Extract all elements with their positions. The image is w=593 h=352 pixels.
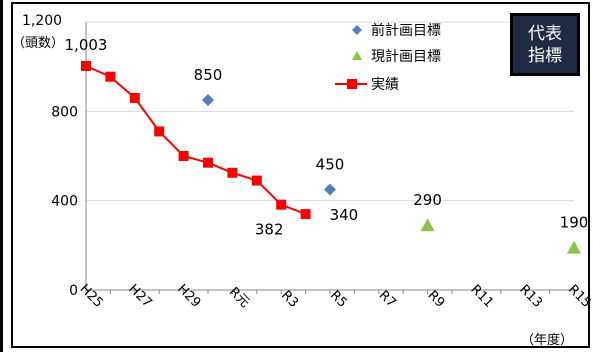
data-label-prev-target: 850 (194, 66, 223, 84)
legend-marker-actual (347, 79, 357, 89)
data-point-actual (81, 60, 91, 71)
data-point-actual (251, 175, 262, 186)
x-tick-label: R15 (565, 282, 593, 311)
legend-label: 実績 (371, 77, 399, 93)
data-point-actual (300, 209, 311, 220)
data-point-actual (203, 157, 213, 168)
x-tick-label: H29 (174, 282, 203, 311)
x-axis-unit: （年度） (521, 332, 573, 348)
x-tick-label: R13 (516, 282, 545, 311)
x-tick-label: H27 (125, 282, 154, 311)
data-label-actual: 382 (255, 221, 284, 239)
data-point-actual (276, 199, 287, 210)
data-point-actual (129, 92, 140, 103)
y-tick-label: 0 (69, 283, 78, 299)
y-tick-label: 800 (51, 104, 78, 120)
x-tick-label: R11 (467, 282, 496, 311)
x-tick-label: H25 (77, 282, 106, 311)
data-label-current-target: 290 (413, 191, 442, 209)
data-label-actual: 1,003 (65, 36, 108, 54)
y-axis-top-label: 1,200 (22, 13, 62, 29)
legend-label: 前計画目標 (371, 22, 441, 39)
y-axis-unit: （頭数） (12, 36, 64, 51)
y-tick-label: 400 (51, 194, 78, 210)
x-tick-label: R元 (226, 285, 252, 311)
badge-line-2: 指標 (528, 45, 562, 66)
data-point-actual (227, 167, 238, 178)
data-point-current-target (420, 218, 435, 232)
data-point-actual (154, 126, 165, 137)
data-label-prev-target: 450 (316, 156, 345, 174)
data-point-prev-target (324, 183, 336, 196)
data-point-prev-target (202, 94, 214, 107)
data-label-actual: 340 (330, 206, 359, 224)
representative-indicator-badge: 代表 指標 (510, 13, 580, 76)
data-point-actual (105, 71, 116, 82)
series-line-actual (85, 65, 306, 216)
data-label-current-target: 190 (560, 214, 589, 232)
legend-label: 現計画目標 (371, 49, 441, 65)
badge-line-1: 代表 (528, 23, 562, 44)
data-point-actual (178, 151, 189, 161)
data-point-current-target (567, 240, 581, 254)
left-border (0, 0, 3, 352)
legend-marker-current-target (352, 51, 362, 60)
legend-marker-prev-target (352, 25, 362, 35)
